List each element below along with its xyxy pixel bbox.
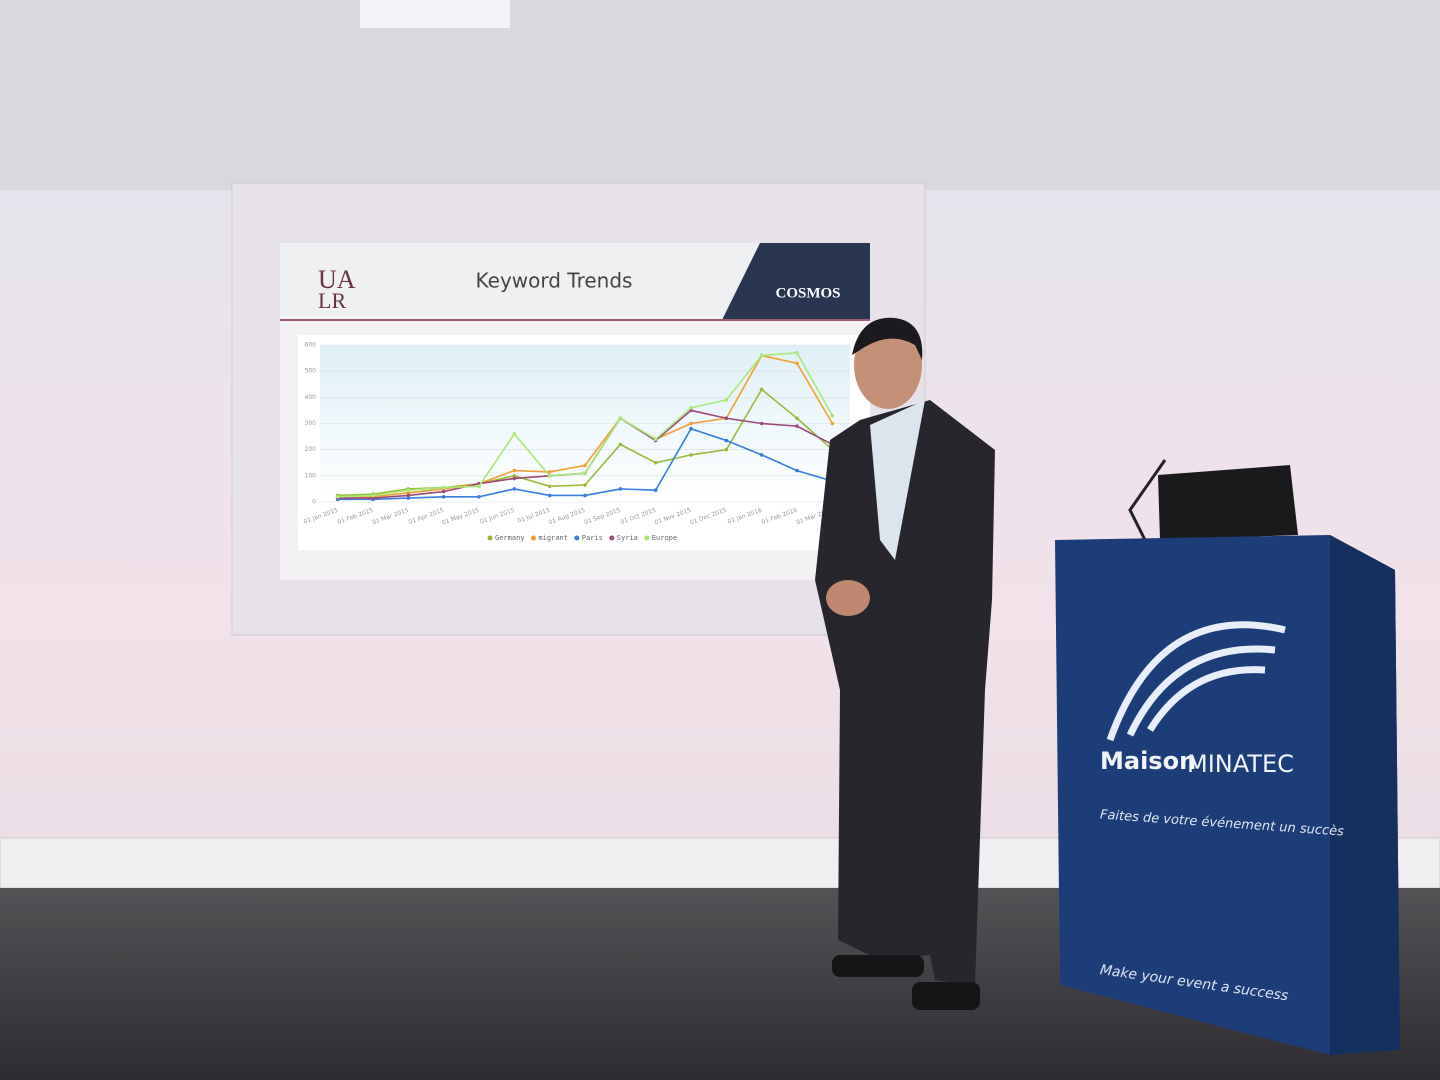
- data-point: [653, 460, 658, 465]
- data-point: [724, 447, 729, 452]
- data-point: [724, 438, 729, 443]
- data-point: [689, 453, 693, 457]
- cosmos-banner: [722, 243, 870, 320]
- legend-label: migrant: [538, 534, 568, 542]
- data-point: [406, 491, 411, 495]
- ceiling-light: [360, 0, 510, 28]
- data-point: [441, 489, 446, 494]
- data-point: [583, 471, 587, 476]
- data-point: [441, 485, 446, 490]
- cosmos-label: COSMOS: [775, 285, 840, 301]
- data-point: [830, 421, 835, 426]
- y-tick-label: 0: [312, 499, 316, 506]
- speaker: [815, 317, 995, 1010]
- legend-swatch: [487, 535, 493, 541]
- data-point: [512, 474, 517, 478]
- legend-label: Europe: [652, 534, 677, 542]
- data-point: [618, 487, 623, 491]
- data-point: [441, 494, 446, 499]
- data-point: [512, 487, 517, 491]
- laptop: [1158, 465, 1298, 540]
- data-point: [547, 470, 552, 474]
- data-point: [406, 488, 411, 493]
- data-point: [724, 416, 729, 421]
- data-point: [477, 484, 481, 489]
- data-point: [618, 442, 623, 447]
- data-point: [335, 494, 340, 499]
- data-point: [653, 437, 658, 442]
- y-tick-label: 100: [305, 472, 317, 479]
- data-point: [618, 416, 623, 421]
- logo-lr: LR: [318, 288, 346, 313]
- data-point: [795, 468, 799, 473]
- legend-swatch: [644, 535, 650, 541]
- podium-logo: [1106, 621, 1286, 742]
- microphone: [1128, 459, 1167, 541]
- data-point: [371, 493, 375, 498]
- data-point: [795, 351, 799, 355]
- data-point: [759, 353, 764, 358]
- data-point: [759, 453, 764, 457]
- logo-ua: UA: [318, 265, 356, 294]
- data-point: [406, 493, 411, 498]
- data-point: [724, 398, 729, 402]
- legend-label: Germany: [495, 534, 525, 542]
- legend-swatch: [609, 535, 615, 541]
- data-point: [547, 474, 552, 478]
- data-point: [689, 406, 693, 410]
- legend-label: Paris: [582, 534, 603, 542]
- y-tick-label: 600: [305, 342, 317, 349]
- data-point: [547, 493, 552, 498]
- legend-label: Syria: [617, 534, 638, 542]
- data-point: [689, 421, 693, 426]
- data-point: [512, 432, 517, 436]
- data-point: [371, 496, 375, 500]
- data-point: [689, 426, 693, 431]
- y-tick-label: 300: [305, 420, 317, 427]
- data-point: [512, 476, 517, 481]
- slide-title: Keyword Trends: [476, 269, 633, 293]
- legend-swatch: [574, 535, 580, 541]
- data-point: [477, 494, 481, 499]
- data-point: [547, 484, 552, 489]
- y-tick-label: 500: [305, 368, 317, 375]
- data-point: [653, 488, 658, 493]
- data-point: [583, 483, 587, 487]
- podium: [1055, 535, 1400, 1055]
- podium-brand-2: MINATEC: [1187, 750, 1294, 778]
- podium-brand-1: Maison: [1100, 747, 1196, 775]
- data-point: [759, 387, 764, 392]
- ceiling: [0, 0, 1440, 200]
- data-point: [830, 413, 835, 418]
- legend-swatch: [530, 535, 536, 541]
- data-point: [583, 463, 587, 468]
- y-tick-label: 400: [305, 394, 317, 401]
- data-point: [583, 493, 587, 498]
- data-point: [759, 421, 764, 426]
- data-point: [512, 468, 517, 473]
- podium-side: [1330, 535, 1400, 1055]
- y-tick-label: 200: [305, 446, 317, 453]
- data-point: [795, 416, 799, 421]
- data-point: [795, 424, 799, 428]
- data-point: [406, 496, 411, 500]
- data-point: [795, 361, 799, 366]
